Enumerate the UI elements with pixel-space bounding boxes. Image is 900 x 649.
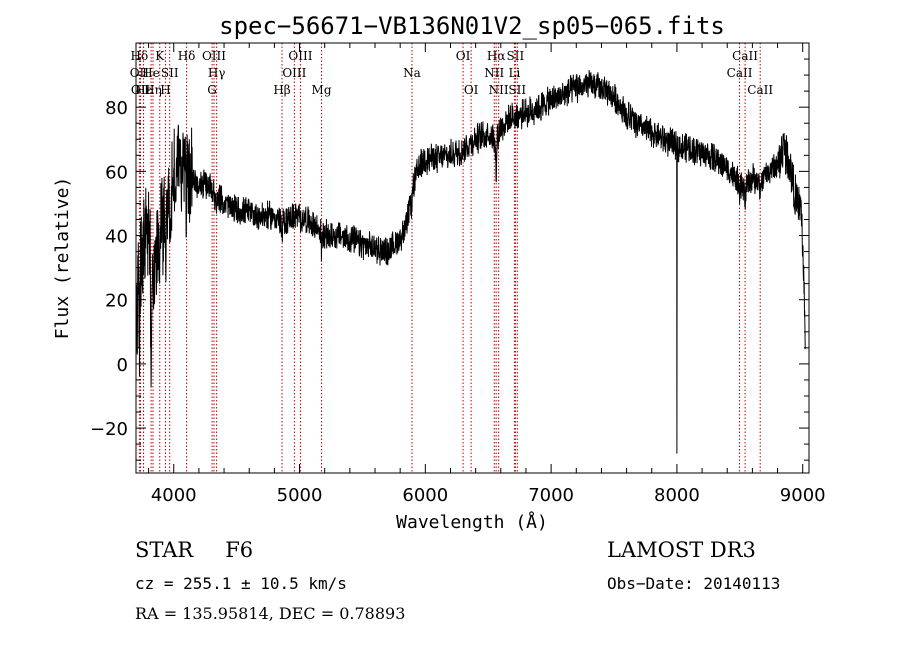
x-tick-label: 5000 [277,485,323,506]
line-marker-label: OI [456,49,471,63]
x-axis: 4000 5000 6000 7000 8000 9000 [148,43,826,506]
line-marker-label: SII [161,66,179,80]
x-tick-label: 9000 [780,485,826,506]
y-tick-label: 0 [117,355,128,376]
line-marker-label: OII [130,66,150,80]
x-tick-label: 7000 [528,485,574,506]
line-marker-label: Li [508,66,520,80]
line-marker-label: Hη [144,83,162,97]
line-marker-label: CaII [732,49,758,63]
line-marker-label: Hδ [131,49,149,63]
object-class: STAR [135,538,194,562]
y-tick-label: 60 [105,162,128,183]
line-marker-label: NII [489,83,509,97]
object-classification: STAR F6 [135,538,253,562]
line-marker-label: Hα [487,49,506,63]
y-tick-label: 80 [105,98,128,119]
line-marker-label: He [142,66,160,80]
line-marker-label: K [155,49,165,63]
line-marker-label: Na [403,66,421,80]
y-tick-label: 40 [105,227,128,248]
line-marker-label: Mg [312,83,332,97]
line-marker-label: CaII [747,83,773,97]
line-marker-label: SII [508,83,526,97]
y-axis: −20 0 20 40 60 80 [90,58,809,461]
line-marker-label: G [207,83,217,97]
line-marker-label: OI [464,83,479,97]
plot-frame [135,42,810,474]
x-tick-label: 6000 [402,485,448,506]
line-marker-label: Hγ [208,66,226,80]
spectrum-chart: spec−56671−VB136N01V2_sp05−065.fits Hδ OI… [52,12,826,533]
chart-title: spec−56671−VB136N01V2_sp05−065.fits [219,12,725,40]
line-marker-label: SII [507,49,525,63]
line-marker-label: OIII [202,49,226,63]
y-tick-label: 20 [105,291,128,312]
line-marker-label: NII [484,66,504,80]
line-marker-label: Hε [135,83,152,97]
x-tick-label: 4000 [151,485,197,506]
y-axis-label: Flux (relative) [52,177,73,340]
observation-date: Obs−Date: 20140113 [607,574,781,593]
ra-dec-coordinates: RA = 135.95814, DEC = 0.78893 [135,604,406,623]
redshift-cz: cz = 255.1 ± 10.5 km/s [135,574,347,593]
line-marker-label: Hδ [178,49,196,63]
spectrum-line [135,70,806,454]
x-axis-label: Wavelength (Å) [396,511,548,533]
line-marker-label: H [160,83,170,97]
survey-name: LAMOST DR3 [607,538,756,562]
object-subclass: F6 [225,538,254,562]
line-marker-label: OIII [288,49,312,63]
y-tick-label: −20 [90,419,128,440]
line-marker-label: CaII [727,66,753,80]
line-marker-label: OIII [282,66,306,80]
x-tick-label: 8000 [654,485,700,506]
line-marker-label: Hβ [273,83,290,97]
